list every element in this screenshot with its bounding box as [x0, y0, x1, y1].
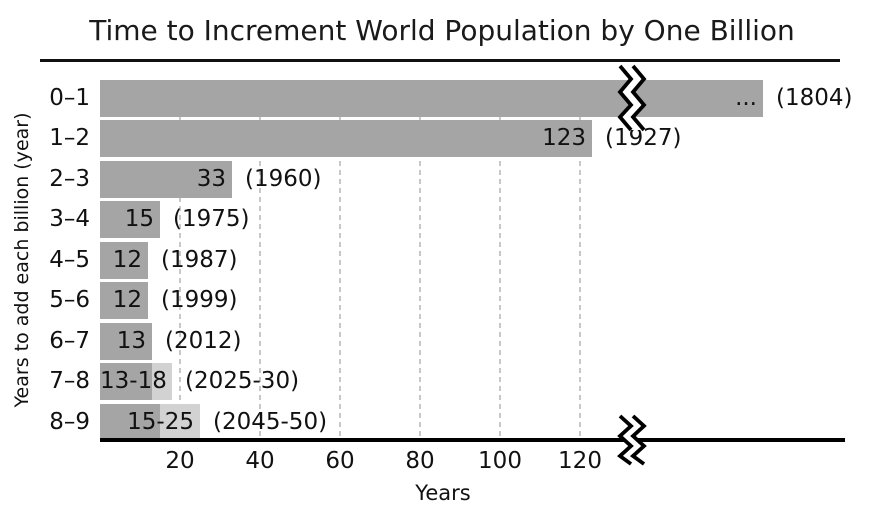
year-label: (1804)	[776, 85, 853, 111]
year-label: (1987)	[161, 247, 238, 273]
bar	[100, 242, 148, 279]
bar-value-label: 12	[112, 287, 142, 313]
axis-break-icon	[616, 414, 647, 466]
bar	[100, 161, 232, 198]
bar-value-label: 12	[112, 247, 142, 273]
gridline	[259, 80, 261, 438]
bar-value-label: 33	[196, 166, 226, 192]
plot-area: ... (1804) 123 (1927) 33 (1960) 15 (1975) 12 (198…	[100, 80, 852, 442]
bar-value-label: 123	[542, 125, 586, 151]
y-tick-label: 7–8	[49, 368, 90, 394]
y-tick-label: 1–2	[49, 125, 90, 151]
title-underline	[40, 59, 840, 62]
bar	[100, 80, 763, 117]
gridline	[179, 80, 181, 438]
bar	[100, 120, 592, 157]
year-label: (1999)	[161, 287, 238, 313]
bar-value-label: 15-25	[127, 409, 194, 435]
year-label: (2012)	[165, 328, 242, 354]
bar-value-label: 13	[116, 328, 146, 354]
bar	[100, 282, 148, 319]
bar-value-label: 15	[124, 206, 154, 232]
chart-title: Time to Increment World Population by On…	[89, 14, 795, 47]
gridline	[339, 80, 341, 438]
year-label: (2045-50)	[213, 409, 328, 435]
x-axis-line	[100, 438, 845, 442]
y-tick-label: 8–9	[49, 409, 90, 435]
year-label: (1975)	[173, 206, 250, 232]
y-tick-label: 3–4	[49, 206, 90, 232]
gridline	[499, 80, 501, 438]
x-tick-label: 20	[165, 448, 195, 474]
gridline	[579, 80, 581, 438]
year-label: (1960)	[245, 166, 322, 192]
y-tick-label: 6–7	[49, 328, 90, 354]
bar-range	[160, 404, 200, 441]
bar-range	[152, 363, 172, 400]
x-tick-label: 60	[325, 448, 355, 474]
bar	[100, 363, 152, 400]
x-tick-label: 100	[478, 448, 522, 474]
x-axis-label: Years	[415, 481, 471, 505]
gridline	[419, 80, 421, 438]
bar-value-label: 13-18	[100, 368, 167, 394]
y-tick-label: 0–1	[49, 85, 90, 111]
year-label: (2025-30)	[185, 368, 300, 394]
y-tick-label: 4–5	[49, 247, 90, 273]
y-tick-label: 5–6	[49, 287, 90, 313]
bar-break-icon	[617, 64, 647, 132]
bar-value-label: ...	[735, 85, 757, 111]
y-tick-label: 2–3	[49, 166, 90, 192]
x-tick-label: 120	[558, 448, 602, 474]
bar	[100, 404, 160, 441]
x-tick-label: 40	[245, 448, 275, 474]
bar	[100, 201, 160, 238]
x-tick-label: 80	[405, 448, 435, 474]
bar	[100, 323, 152, 360]
